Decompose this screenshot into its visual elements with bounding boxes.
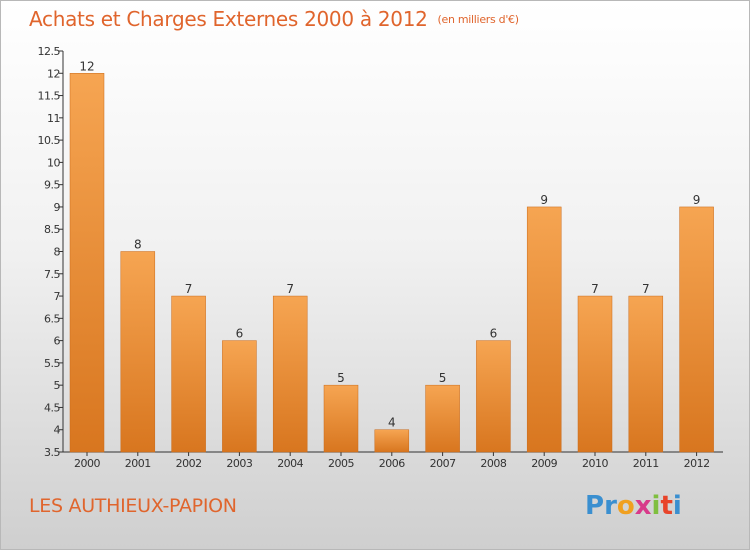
logo-letter: r	[604, 491, 617, 521]
bar-2004	[272, 295, 308, 453]
y-tick-label: 4.5	[44, 401, 60, 414]
y-tick-label: 7.5	[44, 268, 60, 281]
y-tick-label: 5.5	[44, 357, 60, 370]
value-label: 7	[591, 282, 599, 296]
bar-2008	[476, 340, 511, 453]
logo-letter: i	[651, 491, 661, 521]
y-tick-label: 3.5	[44, 446, 60, 459]
y-tick-label: 8	[54, 246, 61, 259]
logo-letter: x	[634, 491, 652, 521]
y-tick-label: 4	[54, 424, 61, 437]
value-label: 5	[337, 371, 345, 385]
y-tick-label: 7	[54, 290, 61, 303]
value-label: 7	[185, 282, 193, 296]
logo-letter: o	[616, 491, 635, 521]
logo-letter: t	[660, 491, 673, 521]
value-label: 5	[439, 371, 447, 385]
bar-2005	[323, 384, 359, 453]
bar-2002	[171, 295, 206, 453]
y-tick-label: 11	[47, 112, 60, 125]
y-tick-label: 11.5	[38, 90, 61, 103]
proxiti-logo: Proxiti	[585, 491, 682, 521]
x-tick-label: 2009	[531, 457, 557, 470]
x-tick-label: 2001	[125, 457, 151, 470]
y-tick-label: 10.5	[38, 134, 61, 147]
value-label: 9	[693, 193, 701, 207]
bar-2007	[425, 384, 460, 453]
bar-2000	[69, 73, 105, 453]
value-label: 7	[642, 282, 650, 296]
y-tick-label: 12.5	[38, 45, 61, 58]
x-tick-label: 2011	[633, 457, 659, 470]
x-tick-label: 2003	[226, 457, 252, 470]
x-tick-label: 2012	[684, 457, 710, 470]
x-tick-label: 2002	[176, 457, 202, 470]
title-text: Achats et Charges Externes 2000 à 2012	[29, 7, 428, 31]
y-tick-label: 12	[47, 67, 60, 80]
x-tick-label: 2000	[74, 457, 100, 470]
bar-2001	[120, 251, 156, 453]
bar-2006	[374, 429, 410, 453]
x-tick-label: 2010	[582, 457, 608, 470]
logo-letter: i	[672, 491, 682, 521]
bar-2011	[628, 295, 664, 453]
y-tick-label: 6	[54, 335, 61, 348]
value-label: 12	[79, 59, 94, 73]
value-label: 4	[388, 416, 396, 430]
bar-2012	[679, 206, 714, 453]
y-tick-label: 6.5	[44, 312, 60, 325]
unit-label: (en milliers d'€)	[437, 13, 519, 26]
x-tick-label: 2005	[328, 457, 354, 470]
place-name: LES AUTHIEUX-PAPION	[29, 495, 237, 517]
y-tick-label: 10	[47, 156, 60, 169]
bar-2010	[577, 295, 613, 453]
y-tick-label: 9.5	[44, 179, 60, 192]
value-label: 6	[490, 327, 498, 341]
x-tick-label: 2007	[430, 457, 456, 470]
y-tick-label: 8.5	[44, 223, 60, 236]
x-tick-label: 2006	[379, 457, 405, 470]
x-tick-label: 2004	[277, 457, 303, 470]
value-label: 9	[540, 193, 548, 207]
value-label: 8	[134, 238, 142, 252]
x-tick-label: 2008	[480, 457, 506, 470]
bar-2009	[526, 206, 562, 453]
y-tick-label: 5	[54, 379, 61, 392]
chart-title: Achats et Charges Externes 2000 à 2012 (e…	[29, 7, 519, 31]
value-label: 7	[286, 282, 294, 296]
y-tick-label: 9	[54, 201, 61, 214]
value-label: 6	[236, 327, 244, 341]
logo-letter: P	[585, 491, 605, 521]
bar-2003	[222, 340, 257, 453]
